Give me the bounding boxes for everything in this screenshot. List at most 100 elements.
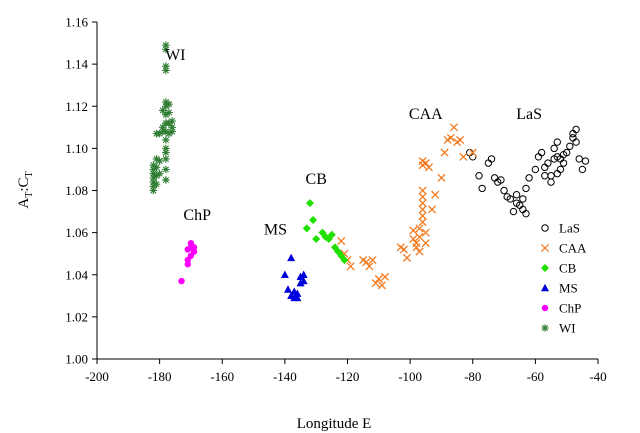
- legend-marker: [541, 304, 549, 312]
- data-point: [421, 228, 430, 237]
- x-tick-label: -40: [589, 369, 606, 384]
- data-point: [475, 172, 483, 180]
- cluster-labels: WI ChP MS CB CAA LaS: [165, 47, 542, 239]
- data-point: [299, 270, 308, 278]
- y-tick-label: 1.10: [65, 141, 88, 156]
- x-tick-label: -200: [85, 369, 109, 384]
- data-point: [490, 174, 499, 182]
- data-point: [190, 244, 198, 251]
- legend-marker: [540, 243, 550, 253]
- data-point: [556, 165, 565, 174]
- data-point: [149, 182, 158, 191]
- data-point: [162, 155, 170, 163]
- legend-label: CAA: [559, 241, 587, 256]
- data-point: [302, 224, 311, 233]
- y-axis-title-sep: :C: [16, 177, 32, 191]
- legend-item-cb: CB: [541, 261, 577, 276]
- data-point: [449, 123, 459, 132]
- series-las: [465, 125, 590, 218]
- data-point: [293, 289, 302, 297]
- data-point: [162, 102, 170, 111]
- data-point: [544, 159, 552, 167]
- data-point: [569, 134, 577, 142]
- axes: -200 -180 -160 -140 -120 -100 -80 -60 -40 1.001.…: [65, 15, 606, 385]
- data-point: [522, 184, 530, 193]
- data-point: [362, 258, 371, 267]
- data-point: [155, 157, 164, 165]
- x-tick-label: -140: [273, 369, 297, 384]
- data-point: [152, 155, 161, 163]
- cluster-label-wi: WI: [165, 47, 185, 64]
- data-point: [165, 100, 173, 108]
- data-point: [377, 281, 387, 290]
- x-axis-title: Longitude E: [297, 416, 372, 432]
- data-point: [337, 251, 346, 260]
- data-points: [149, 41, 590, 302]
- data-point: [162, 176, 170, 184]
- data-point: [162, 110, 170, 119]
- y-tick-label: 1.06: [65, 225, 88, 240]
- data-point: [415, 232, 424, 241]
- data-point: [421, 239, 430, 248]
- legend-label: WI: [559, 321, 576, 336]
- data-point: [541, 163, 549, 172]
- cluster-label-chp: ChP: [183, 207, 211, 224]
- data-point: [162, 148, 170, 157]
- data-point: [500, 186, 508, 195]
- data-point: [402, 253, 412, 262]
- y-axis-title-sub1: T: [24, 192, 35, 198]
- data-point: [537, 148, 546, 157]
- series-ms: [280, 253, 308, 302]
- data-point: [346, 262, 355, 271]
- data-point: [506, 195, 515, 203]
- x-tick-label: -60: [527, 369, 544, 384]
- data-point: [484, 159, 493, 167]
- data-point: [519, 195, 527, 203]
- y-tick-label: 1.02: [65, 309, 88, 324]
- data-point: [165, 119, 173, 127]
- legend-marker: [541, 324, 549, 332]
- x-tick-label: -120: [336, 369, 360, 384]
- data-point: [299, 276, 308, 285]
- legend-label: LaS: [559, 221, 580, 236]
- data-point: [149, 174, 158, 182]
- data-point: [478, 184, 486, 193]
- y-axis-title-sub2: T: [24, 171, 35, 177]
- data-point: [152, 171, 161, 180]
- data-point: [162, 165, 170, 174]
- x-tick-label: -80: [464, 369, 481, 384]
- data-point: [553, 169, 561, 178]
- data-point: [562, 148, 571, 157]
- data-point: [374, 274, 383, 284]
- data-point: [293, 293, 302, 302]
- y-tick-label: 1.00: [65, 352, 88, 367]
- data-point: [459, 152, 468, 161]
- data-point: [287, 253, 296, 262]
- legend-item-ms: MS: [541, 281, 578, 296]
- data-point: [572, 138, 580, 146]
- legend-item-caa: CAA: [540, 241, 587, 256]
- series-cb: [302, 199, 349, 265]
- legend-marker: [541, 264, 549, 272]
- data-point: [162, 66, 170, 75]
- data-point: [418, 211, 427, 220]
- data-point: [152, 180, 161, 188]
- data-point: [162, 127, 170, 136]
- data-point: [178, 277, 185, 285]
- data-point: [337, 236, 346, 246]
- legend-item-chp: ChP: [541, 301, 581, 316]
- data-point: [312, 234, 321, 243]
- data-point: [424, 163, 433, 172]
- legend-marker: [541, 283, 549, 292]
- legend-marker: [541, 224, 549, 232]
- y-tick-label: 1.16: [65, 15, 88, 30]
- data-point: [421, 159, 430, 168]
- data-point: [418, 199, 427, 208]
- data-point: [415, 224, 424, 233]
- data-point: [547, 172, 555, 180]
- data-point: [158, 123, 167, 132]
- data-point: [547, 178, 555, 186]
- data-point: [427, 205, 437, 214]
- data-point: [184, 246, 192, 253]
